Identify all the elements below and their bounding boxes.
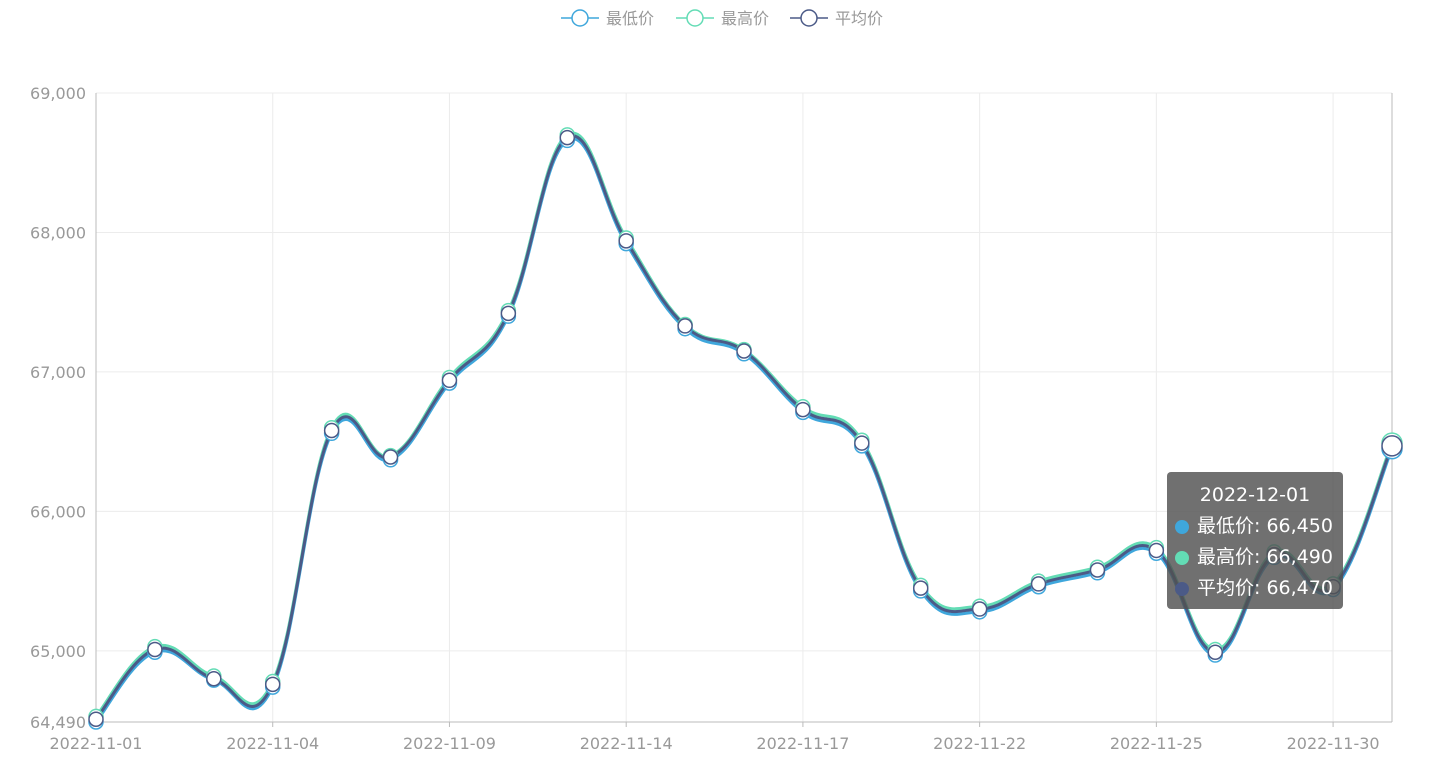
x-tick-label: 2022-11-04 xyxy=(226,734,319,753)
series-color-dot xyxy=(1175,519,1189,534)
data-point xyxy=(264,676,281,693)
y-tick-label: 66,000 xyxy=(30,502,86,521)
tooltip-row-max: 最高价: 66,490 xyxy=(1175,542,1335,573)
tooltip-title: 2022-12-01 xyxy=(1199,484,1311,506)
series-color-dot xyxy=(1175,550,1189,565)
legend-item[interactable]: 最低价 xyxy=(561,9,654,28)
data-point xyxy=(500,305,517,322)
legend-circle-icon xyxy=(686,9,704,27)
legend-circle-icon xyxy=(800,9,818,27)
y-tick-label: 69,000 xyxy=(30,84,86,103)
series-line-2 xyxy=(94,134,1394,721)
data-point xyxy=(1207,644,1224,661)
data-point xyxy=(441,372,458,389)
data-point xyxy=(736,343,752,359)
data-point xyxy=(88,711,104,727)
data-point xyxy=(1030,576,1047,592)
tooltip: 2022-12-01 最低价: 66,450 最高价: 66,490 平均价: … xyxy=(1167,472,1343,609)
data-point xyxy=(912,580,929,596)
legend-circle-icon xyxy=(571,9,589,27)
tooltip-row-label: 平均价: 66,470 xyxy=(1197,577,1333,599)
tooltip-row-avg: 平均价: 66,470 xyxy=(1175,573,1335,604)
x-tick-label: 2022-11-09 xyxy=(403,734,496,753)
legend-item[interactable]: 平均价 xyxy=(790,9,883,28)
y-tick-label: 65,000 xyxy=(30,642,86,661)
data-point xyxy=(323,422,340,439)
y-tick-label: 67,000 xyxy=(30,363,86,382)
data-point xyxy=(147,641,163,658)
legend-item[interactable]: 最高价 xyxy=(676,9,769,28)
tooltip-row-min: 最低价: 66,450 xyxy=(1175,511,1335,542)
x-tick-label: 2022-11-30 xyxy=(1287,734,1380,753)
data-point xyxy=(618,233,634,249)
data-point xyxy=(206,671,222,687)
legend[interactable]: 最低价 最高价 平均价 xyxy=(561,9,883,28)
series-lines xyxy=(94,131,1394,723)
legend-label: 平均价 xyxy=(835,9,883,28)
x-tick-label: 2022-11-14 xyxy=(580,734,673,753)
tooltip-row-label: 最低价: 66,450 xyxy=(1197,515,1333,537)
data-point xyxy=(971,601,988,617)
legend-label: 最高价 xyxy=(721,9,769,28)
x-tick-label: 2022-11-01 xyxy=(50,734,143,753)
data-point xyxy=(795,401,811,418)
data-point xyxy=(382,449,399,465)
data-point xyxy=(1148,542,1165,559)
axes: 64,490 65,000 66,000 67,000 68,000 69,000 2022… xyxy=(30,84,1393,753)
series-points xyxy=(88,127,1403,730)
y-tick-label: 64,490 xyxy=(30,713,86,732)
x-tick-label: 2022-11-22 xyxy=(933,734,1026,753)
x-tick-label: 2022-11-25 xyxy=(1110,734,1203,753)
data-point xyxy=(559,129,576,146)
legend-label: 最低价 xyxy=(606,9,654,28)
data-point xyxy=(1089,562,1106,578)
x-tick-label: 2022-11-17 xyxy=(756,734,849,753)
series-color-dot xyxy=(1175,581,1189,596)
y-tick-label: 68,000 xyxy=(30,223,86,242)
data-point xyxy=(677,318,693,334)
data-point xyxy=(1381,435,1403,457)
tooltip-row-label: 最高价: 66,490 xyxy=(1197,546,1333,568)
data-point xyxy=(854,435,870,451)
